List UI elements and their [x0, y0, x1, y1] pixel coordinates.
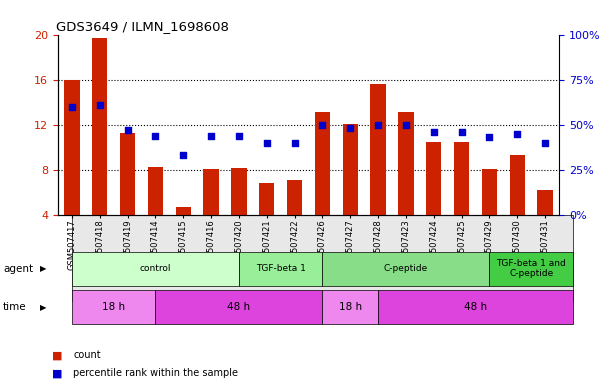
Text: ■: ■: [52, 350, 62, 360]
Point: [95, 102, 104, 108]
Text: count: count: [73, 350, 101, 360]
Text: control: control: [140, 264, 171, 273]
Text: 18 h: 18 h: [338, 302, 362, 312]
Bar: [482, 169, 497, 260]
Bar: [370, 84, 386, 260]
Bar: [120, 133, 135, 260]
Bar: [175, 207, 191, 260]
Point: [401, 122, 411, 128]
Text: time: time: [3, 302, 27, 312]
Bar: [426, 142, 442, 260]
Bar: [92, 38, 108, 260]
Text: ▶: ▶: [40, 303, 46, 312]
Point: [457, 129, 467, 135]
Point: [345, 125, 355, 131]
Text: agent: agent: [3, 264, 33, 274]
Bar: [64, 80, 79, 260]
Text: ▶: ▶: [40, 264, 46, 273]
Bar: [315, 113, 330, 260]
Point: [290, 140, 299, 146]
Bar: [398, 113, 414, 260]
Point: [123, 127, 133, 133]
Point: [513, 131, 522, 137]
Point: [234, 132, 244, 139]
Text: 48 h: 48 h: [464, 302, 487, 312]
Point: [373, 122, 383, 128]
Point: [318, 122, 327, 128]
Text: 18 h: 18 h: [102, 302, 125, 312]
Point: [429, 129, 439, 135]
Bar: [287, 180, 302, 260]
Point: [207, 132, 216, 139]
Bar: [538, 190, 553, 260]
Text: 48 h: 48 h: [227, 302, 251, 312]
Point: [262, 140, 272, 146]
Bar: [510, 155, 525, 260]
Bar: [259, 184, 274, 260]
Point: [178, 152, 188, 159]
Bar: [203, 169, 219, 260]
Bar: [148, 167, 163, 260]
Point: [540, 140, 550, 146]
Point: [67, 104, 77, 110]
Text: percentile rank within the sample: percentile rank within the sample: [73, 368, 238, 378]
Point: [150, 132, 160, 139]
Text: TGF-beta 1 and
C-peptide: TGF-beta 1 and C-peptide: [496, 259, 566, 278]
Bar: [454, 142, 469, 260]
Text: GDS3649 / ILMN_1698608: GDS3649 / ILMN_1698608: [56, 20, 229, 33]
Bar: [343, 124, 358, 260]
Point: [485, 134, 494, 141]
Bar: [232, 168, 247, 260]
Text: TGF-beta 1: TGF-beta 1: [256, 264, 306, 273]
Text: C-peptide: C-peptide: [384, 264, 428, 273]
Text: ■: ■: [52, 368, 62, 378]
